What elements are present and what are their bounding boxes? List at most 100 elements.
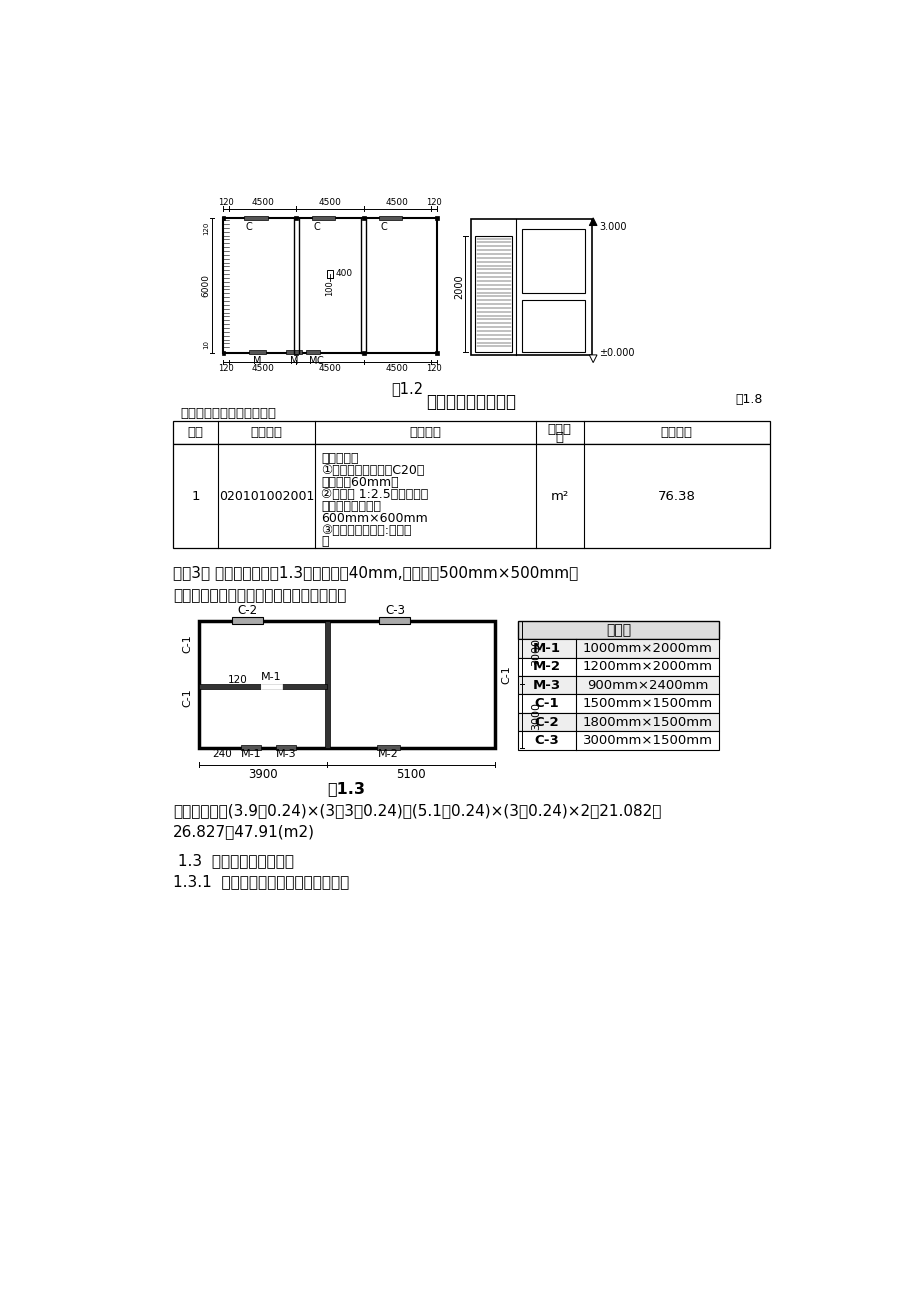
Text: 1: 1 [191,490,199,503]
Text: 900mm×2400mm: 900mm×2400mm [586,678,708,691]
Bar [517,676,719,694]
Text: 图1.2: 图1.2 [391,381,423,396]
Text: 120: 120 [203,221,210,236]
Text: M-3: M-3 [276,749,296,759]
Text: M-2: M-2 [532,660,561,673]
Text: C: C [316,355,323,366]
Text: C-3: C-3 [384,604,404,617]
Bar [294,216,298,220]
Text: 3.000: 3.000 [598,223,626,232]
Text: M-1: M-1 [241,749,261,759]
Text: M: M [253,355,262,366]
Text: 5100: 5100 [396,768,425,781]
Bar [475,237,512,352]
Text: ±0.000: ±0.000 [598,349,634,358]
Bar [173,421,769,444]
Bar [221,216,225,220]
Text: M-1: M-1 [532,642,561,655]
Text: 120: 120 [425,198,441,207]
Text: M: M [309,355,317,366]
Bar [199,684,327,689]
Text: C-1: C-1 [182,689,192,707]
Text: 240: 240 [212,749,232,759]
Bar [173,444,769,548]
Text: M-2: M-2 [378,749,398,759]
Text: 贴全瓷抖光地板砖: 贴全瓷抖光地板砖 [321,500,380,513]
Bar [232,617,263,624]
Bar [324,621,330,747]
Text: 100: 100 [325,280,335,296]
Text: 4500: 4500 [318,198,341,207]
Text: M-1: M-1 [261,672,281,682]
Text: 项目名称: 项目名称 [409,426,441,439]
Text: 1.3  橡塑及其他材料面层: 1.3 橡塑及其他材料面层 [173,853,294,868]
Bar [199,621,494,747]
Text: 门窗表: 门窗表 [606,622,630,637]
Text: 石混凝土60mm厘: 石混凝土60mm厘 [321,475,398,488]
Text: 序号: 序号 [187,426,203,439]
Text: 图1.3: 图1.3 [327,781,366,797]
Text: 解：工程量＝(3.9－0.24)×(3＋3－0.24)＋(5.1－0.24)×(3－0.24)×2＝21.082＋: 解：工程量＝(3.9－0.24)×(3＋3－0.24)＋(5.1－0.24)×(… [173,803,661,818]
Text: 计量单: 计量单 [547,423,572,436]
Bar [471,219,591,355]
Text: 1200mm×2000mm: 1200mm×2000mm [582,660,712,673]
Bar [326,270,333,277]
Bar [522,301,584,352]
Bar [517,732,719,750]
Text: 3000mm×1500mm: 3000mm×1500mm [582,734,712,747]
Bar [249,350,266,354]
Text: 120: 120 [218,365,233,374]
Text: 120: 120 [228,676,247,685]
Text: 3000: 3000 [530,702,540,730]
Text: 10: 10 [203,340,210,349]
Bar [244,216,267,220]
Text: 2000: 2000 [454,275,463,299]
Text: 位: 位 [555,431,563,444]
Text: C: C [245,223,252,232]
Text: 4500: 4500 [251,198,274,207]
Text: 工程名称：某砖混结构工程: 工程名称：某砖混结构工程 [181,408,277,421]
Text: 4500: 4500 [318,365,341,374]
Bar [376,745,400,750]
Text: 3900: 3900 [248,768,278,781]
Text: 1000mm×2000mm: 1000mm×2000mm [583,642,712,655]
Text: C-2: C-2 [534,716,559,729]
Text: C-2: C-2 [237,604,257,617]
Text: m²: m² [550,490,568,503]
Text: 1800mm×1500mm: 1800mm×1500mm [582,716,712,729]
Text: M-3: M-3 [532,678,561,691]
Text: ②面层： 1:2.5水泥砂浆粘: ②面层： 1:2.5水泥砂浆粘 [321,488,428,501]
Text: 分部分项工程量清单: 分部分项工程量清单 [426,393,516,411]
Text: 蜡: 蜡 [321,535,328,548]
Text: ③酸洗、打蜡要求:酸洗打: ③酸洗、打蜡要求:酸洗打 [321,523,411,536]
Text: 6000: 6000 [201,273,210,297]
Text: ①找平层材料种类：C20细: ①找平层材料种类：C20细 [321,464,424,477]
Text: 国红大理石，试计算大理石地面的工程量。: 国红大理石，试计算大理石地面的工程量。 [173,589,346,603]
Text: 120: 120 [425,365,441,374]
Bar [379,617,410,624]
Bar [286,350,301,354]
Bar [434,216,438,220]
Text: 76.38: 76.38 [657,490,695,503]
Bar [517,658,719,676]
Bar [260,684,282,689]
Bar [517,694,719,713]
Text: 4500: 4500 [386,198,408,207]
Bar [517,639,719,658]
Bar [517,713,719,732]
Bar [294,350,298,354]
Bar [361,216,366,220]
Text: 600mm×600mm: 600mm×600mm [321,512,427,525]
Text: 400: 400 [335,270,352,279]
Text: 表1.8: 表1.8 [734,393,762,406]
Text: C: C [380,223,387,232]
Bar [306,350,320,354]
Text: M: M [289,355,298,366]
Text: C-1: C-1 [501,665,511,684]
Bar [276,745,295,750]
Text: 4500: 4500 [386,365,408,374]
Text: 020101002001: 020101002001 [219,490,314,503]
Bar [522,229,584,293]
Bar [221,350,225,354]
Text: 1.3.1  清单项目设置及工程量计算规则: 1.3.1 清单项目设置及工程量计算规则 [173,875,349,889]
